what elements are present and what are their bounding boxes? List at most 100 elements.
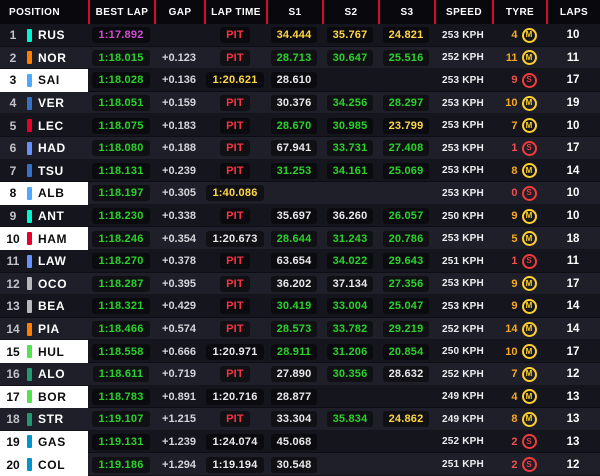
lap-time-cell: PIT bbox=[204, 92, 266, 115]
driver-row-law[interactable]: 11 LAW 1:18.270 +0.378 PIT 63.654 34.022 29.643… bbox=[0, 249, 600, 273]
driver-row-oco[interactable]: 12 OCO 1:18.287 +0.395 PIT 36.202 37.134 27.356… bbox=[0, 272, 600, 296]
sector2-value: 31.243 bbox=[326, 230, 374, 247]
lap-time-cell: PIT bbox=[204, 114, 266, 137]
sector1-cell: 31.253 bbox=[266, 160, 322, 183]
column-header-s1: S1 bbox=[266, 0, 322, 24]
driver-row-pia[interactable]: 14 PIA 1:18.466 +0.574 PIT 28.573 33.782 29.219… bbox=[0, 317, 600, 341]
driver-row-had[interactable]: 6 HAD 1:18.080 +0.188 PIT 67.941 33.731 27.408 2… bbox=[0, 136, 600, 160]
driver-row-bea[interactable]: 13 BEA 1:18.321 +0.429 PIT 30.419 33.004 25.047… bbox=[0, 295, 600, 318]
gap-value: +0.354 bbox=[162, 232, 196, 245]
sector1-cell: 34.444 bbox=[266, 24, 322, 47]
best-lap-cell: 1:18.287 bbox=[88, 273, 154, 296]
best-lap-value: 1:18.783 bbox=[92, 388, 150, 405]
driver-row-tsu[interactable]: 7 TSU 1:18.131 +0.239 PIT 31.253 34.161 25.069 2… bbox=[0, 159, 600, 183]
gap-value: +0.183 bbox=[162, 119, 196, 132]
speed-value: 253 KPH bbox=[442, 165, 484, 177]
driver-row-ant[interactable]: 9 ANT 1:18.230 +0.338 PIT 35.697 36.260 26.057 2… bbox=[0, 204, 600, 228]
laps-value: 10 bbox=[566, 29, 580, 42]
driver-row-str[interactable]: 18 STR 1:19.107 +1.215 PIT 33.304 35.834 24.862… bbox=[0, 408, 600, 431]
best-lap-value: 1:17.892 bbox=[92, 27, 150, 44]
driver-row-bor[interactable]: 17 BOR 1:18.783 +0.891 1:20.716 28.877 249 KPH… bbox=[0, 385, 600, 409]
sector3-value: 23.799 bbox=[382, 117, 430, 134]
sector2-cell bbox=[322, 69, 378, 92]
tyre-age: 10 bbox=[505, 345, 518, 358]
position-number: 11 bbox=[6, 254, 20, 269]
sector3-value: 25.516 bbox=[382, 49, 430, 66]
driver-code: VER bbox=[38, 96, 65, 111]
position-number: 19 bbox=[6, 434, 20, 449]
tyre-compound-icon: M bbox=[521, 231, 537, 247]
sector2-cell: 33.731 bbox=[322, 137, 378, 160]
best-lap-value: 1:19.131 bbox=[92, 433, 150, 450]
sector1-value: 33.304 bbox=[270, 411, 318, 428]
sector2-cell bbox=[322, 386, 378, 409]
best-lap-cell: 1:18.558 bbox=[88, 340, 154, 363]
sector3-value: 20.786 bbox=[382, 230, 430, 247]
lap-time-value: PIT bbox=[220, 253, 250, 270]
tyre-age: 7 bbox=[511, 119, 518, 132]
driver-row-nor[interactable]: 2 NOR 1:18.015 +0.123 PIT 28.713 30.647 25.516 2… bbox=[0, 46, 600, 70]
driver-row-col[interactable]: 20 COL 1:19.186 +1.294 1:19.194 30.548 251 KPH… bbox=[0, 453, 600, 476]
lap-time-value: 1:20.716 bbox=[206, 388, 264, 405]
sector1-cell: 28.573 bbox=[266, 318, 322, 341]
position-cell: 16 ALO bbox=[0, 363, 88, 386]
driver-code: COL bbox=[38, 457, 66, 472]
sector3-cell: 20.854 bbox=[378, 340, 434, 363]
sector2-cell: 35.767 bbox=[322, 24, 378, 47]
lap-time-value: 1:19.194 bbox=[206, 456, 264, 473]
best-lap-value: 1:18.270 bbox=[92, 253, 150, 270]
laps-value: 12 bbox=[566, 368, 580, 381]
best-lap-value: 1:18.246 bbox=[92, 230, 150, 247]
lap-time-cell: PIT bbox=[204, 137, 266, 160]
best-lap-value: 1:18.075 bbox=[92, 117, 150, 134]
speed-value: 253 KPH bbox=[442, 74, 484, 86]
laps-value: 17 bbox=[566, 74, 580, 87]
best-lap-value: 1:18.197 bbox=[92, 185, 150, 202]
driver-code: PIA bbox=[38, 322, 60, 337]
laps-value: 12 bbox=[566, 458, 580, 471]
driver-row-ver[interactable]: 4 VER 1:18.051 +0.159 PIT 30.376 34.256 28.297 2… bbox=[0, 91, 600, 115]
position-cell: 20 COL bbox=[0, 453, 88, 476]
team-color-bar bbox=[27, 322, 32, 336]
sector3-value: 24.862 bbox=[382, 411, 430, 428]
best-lap-value: 1:18.015 bbox=[92, 49, 150, 66]
sector3-value: 25.047 bbox=[382, 298, 430, 315]
speed-value: 253 KPH bbox=[442, 187, 484, 199]
column-header-position: POSITION bbox=[9, 6, 60, 18]
sector1-cell: 30.548 bbox=[266, 453, 322, 476]
best-lap-value: 1:18.321 bbox=[92, 298, 150, 315]
sector2-value: 33.004 bbox=[326, 298, 374, 315]
driver-row-alb[interactable]: 8 ALB 1:18.197 +0.305 1:40.086 253 KPH 0 S 10 bbox=[0, 182, 600, 205]
best-lap-cell: 1:18.611 bbox=[88, 363, 154, 386]
driver-row-lec[interactable]: 5 LEC 1:18.075 +0.183 PIT 28.670 30.985 23.799 2… bbox=[0, 114, 600, 137]
laps-value: 13 bbox=[566, 390, 580, 403]
driver-row-sai[interactable]: 3 SAI 1:18.028 +0.136 1:20.621 28.610 253 KPH 9… bbox=[0, 69, 600, 92]
sector3-value: 25.069 bbox=[382, 162, 430, 179]
column-header-best-lap: BEST LAP bbox=[88, 0, 154, 24]
driver-row-ham[interactable]: 10 HAM 1:18.246 +0.354 1:20.673 28.644 31.243 2… bbox=[0, 227, 600, 250]
best-lap-value: 1:19.107 bbox=[92, 411, 150, 428]
sector3-cell: 28.297 bbox=[378, 92, 434, 115]
best-lap-cell: 1:18.028 bbox=[88, 69, 154, 92]
best-lap-value: 1:18.287 bbox=[92, 275, 150, 292]
gap-value: +0.395 bbox=[162, 277, 196, 290]
tyre-age: 2 bbox=[511, 435, 518, 448]
driver-row-hul[interactable]: 15 HUL 1:18.558 +0.666 1:20.971 28.911 31.206 2… bbox=[0, 340, 600, 363]
sector3-value: 26.057 bbox=[382, 208, 430, 225]
driver-row-rus[interactable]: 1 RUS 1:17.892 PIT 34.444 35.767 24.821 253 KPH… bbox=[0, 24, 600, 47]
position-cell: 14 PIA bbox=[0, 318, 88, 341]
team-color-bar bbox=[27, 119, 32, 133]
speed-value: 253 KPH bbox=[442, 97, 484, 109]
speed-value: 252 KPH bbox=[442, 368, 484, 380]
best-lap-value: 1:18.051 bbox=[92, 95, 150, 112]
driver-row-gas[interactable]: 19 GAS 1:19.131 +1.239 1:24.074 45.068 252 KPH… bbox=[0, 430, 600, 454]
best-lap-cell: 1:19.107 bbox=[88, 408, 154, 431]
best-lap-cell: 1:18.015 bbox=[88, 47, 154, 70]
driver-row-alo[interactable]: 16 ALO 1:18.611 +0.719 PIT 27.890 30.356 28.632… bbox=[0, 362, 600, 386]
lap-time-cell: PIT bbox=[204, 408, 266, 431]
team-color-bar bbox=[27, 51, 32, 65]
team-color-bar bbox=[27, 73, 32, 87]
tyre-compound-icon: M bbox=[521, 95, 537, 111]
